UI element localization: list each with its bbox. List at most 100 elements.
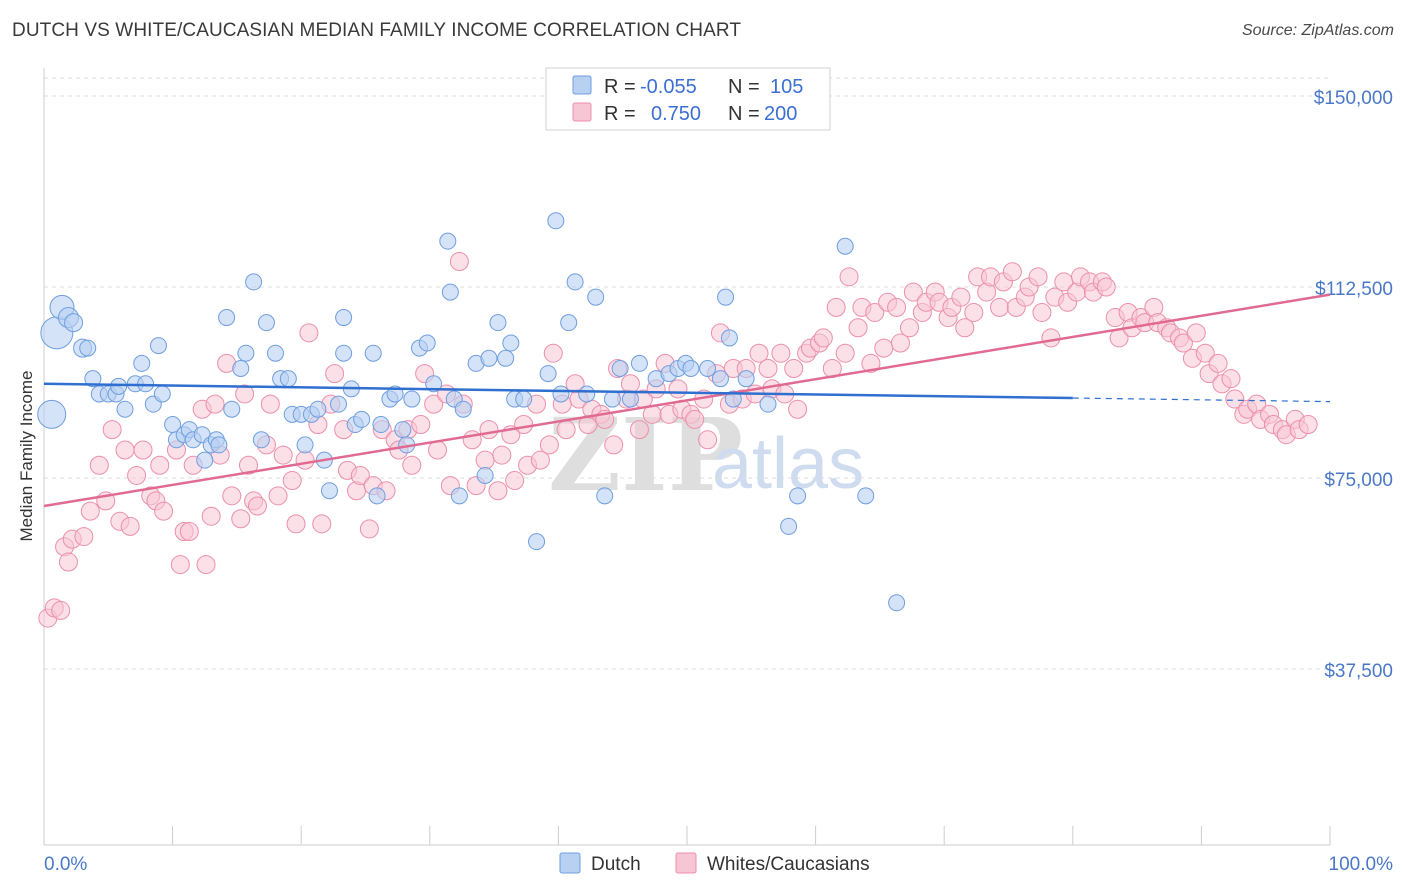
dutch-point-81	[566, 273, 584, 291]
whites-point-115	[758, 358, 778, 378]
whites-point-183	[1195, 343, 1215, 363]
x-axis-ticks	[43, 826, 1331, 845]
whites-point-124	[813, 328, 833, 348]
dutch-point-7	[84, 370, 102, 388]
whites-point-76	[505, 471, 525, 491]
legend-box: R = -0.055 N = 105 R = 0.750 N = 200	[545, 67, 831, 131]
whites-point-126	[826, 297, 846, 317]
dutch-point-51	[353, 410, 371, 428]
dutch-point-103	[836, 237, 854, 255]
whites-trend-line	[43, 293, 1331, 508]
dutch-point-28	[210, 436, 228, 454]
whites-point-101	[668, 379, 688, 399]
dutch-point-95	[711, 370, 729, 388]
dutch-point-53	[368, 487, 386, 505]
dutch-point-15	[137, 375, 155, 393]
whites-point-128	[839, 267, 859, 287]
whites-point-104	[685, 409, 705, 429]
whites-point-127	[835, 343, 855, 363]
legend-swatch-dutch	[572, 75, 592, 95]
dutch-point-88	[630, 354, 648, 372]
source-label: Source: ZipAtlas.com	[1241, 22, 1394, 39]
dutch-point-61	[418, 334, 436, 352]
y-tick-label-112500: $112,500	[1315, 279, 1393, 300]
dutch-point-98	[724, 390, 742, 408]
whites-point-106	[698, 430, 718, 450]
y-tick-label-150000: $150,000	[1314, 88, 1393, 109]
dutch-point-47	[335, 344, 353, 362]
legend-n-value-whites: 200	[764, 103, 797, 125]
whites-point-48	[325, 364, 345, 384]
dutch-point-71	[489, 314, 507, 332]
dutch-point-70	[480, 349, 498, 367]
whites-point-36	[247, 496, 267, 516]
whites-point-80	[530, 450, 550, 470]
whites-point-46	[312, 514, 332, 534]
dutch-point-80	[560, 314, 578, 332]
dutch-point-56	[386, 385, 404, 403]
whites-point-114	[749, 343, 769, 363]
dutch-point-17	[149, 337, 167, 355]
legend-n-label-dutch: N =	[728, 76, 760, 98]
x-tick-label-min: 0.0%	[44, 854, 87, 875]
dutch-point-6	[79, 339, 97, 357]
dutch-point-83	[587, 288, 605, 306]
bottom-legend-label-whites: Whites/Caucasians	[707, 854, 870, 875]
whites-point-81	[539, 435, 559, 455]
whites-point-32	[231, 509, 251, 529]
whites-point-63	[424, 394, 444, 414]
dutch-point-38	[279, 370, 297, 388]
whites-point-2	[51, 600, 71, 620]
whites-point-147	[964, 302, 984, 322]
dutch-point-31	[232, 359, 250, 377]
whites-point-8	[89, 455, 109, 475]
whites-point-31	[222, 486, 242, 506]
whites-point-39	[268, 486, 288, 506]
dutch-point-45	[320, 482, 338, 500]
dutch-point-82	[578, 385, 596, 403]
dutch-point-102	[789, 487, 807, 505]
y-axis-label: Median Family Income	[17, 370, 36, 541]
whites-point-74	[492, 445, 512, 465]
dutch-point-30	[223, 400, 241, 418]
bottom-legend: Dutch Whites/Caucasians	[559, 852, 870, 875]
bottom-legend-swatch-dutch	[559, 852, 581, 874]
dutch-point-73	[502, 334, 520, 352]
dutch-point-77	[539, 365, 557, 383]
trend-lines	[43, 293, 1331, 508]
whites-point-185	[1208, 353, 1228, 373]
whites-point-94	[620, 374, 640, 394]
legend-n-value-dutch: 105	[770, 76, 803, 98]
dutch-point-101	[780, 517, 798, 535]
dutch-point-86	[611, 359, 629, 377]
whites-point-129	[848, 318, 868, 338]
whites-point-138	[903, 282, 923, 302]
whites-point-53	[359, 519, 379, 539]
dutch-point-0	[37, 399, 67, 429]
whites-point-27	[201, 506, 221, 526]
legend-r-label-whites: R =	[604, 103, 636, 125]
dutch-point-93	[682, 359, 700, 377]
dutch-point-52	[364, 344, 382, 362]
dutch-point-33	[245, 273, 263, 291]
chart-title: DUTCH VS WHITE/CAUCASIAN MEDIAN FAMILY I…	[12, 20, 742, 41]
dutch-point-18	[153, 385, 171, 403]
dutch-point-25	[196, 451, 214, 469]
whites-point-82	[543, 343, 563, 363]
dutch-point-41	[296, 436, 314, 454]
whites-point-42	[286, 514, 306, 534]
whites-point-137	[899, 318, 919, 338]
whites-point-182	[1186, 323, 1206, 343]
dutch-point-87	[621, 390, 639, 408]
whites-point-10	[102, 420, 122, 440]
dutch-point-12	[116, 400, 134, 418]
whites-point-119	[784, 358, 804, 378]
whites-point-33	[235, 384, 255, 404]
whites-point-28	[205, 394, 225, 414]
whites-point-15	[133, 440, 153, 460]
whites-point-117	[771, 343, 791, 363]
dutch-point-29	[218, 309, 236, 327]
dutch-point-62	[425, 375, 443, 393]
dutch-point-11	[110, 377, 128, 395]
whites-point-132	[865, 302, 885, 322]
